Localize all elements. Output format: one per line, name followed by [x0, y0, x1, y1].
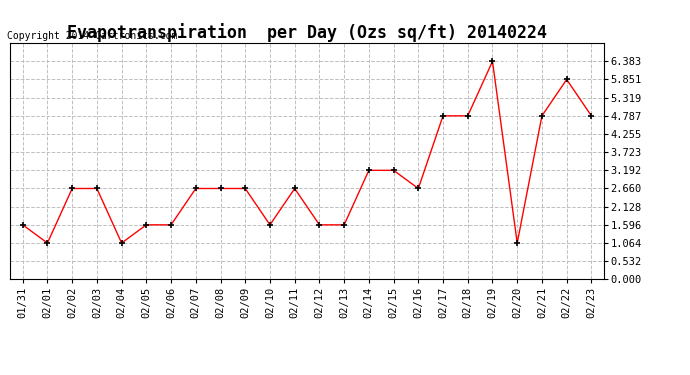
Text: Copyright 2014 Cartronics.com: Copyright 2014 Cartronics.com — [7, 32, 177, 41]
Title: Evapotranspiration  per Day (Ozs sq/ft) 20140224: Evapotranspiration per Day (Ozs sq/ft) 2… — [67, 22, 547, 42]
